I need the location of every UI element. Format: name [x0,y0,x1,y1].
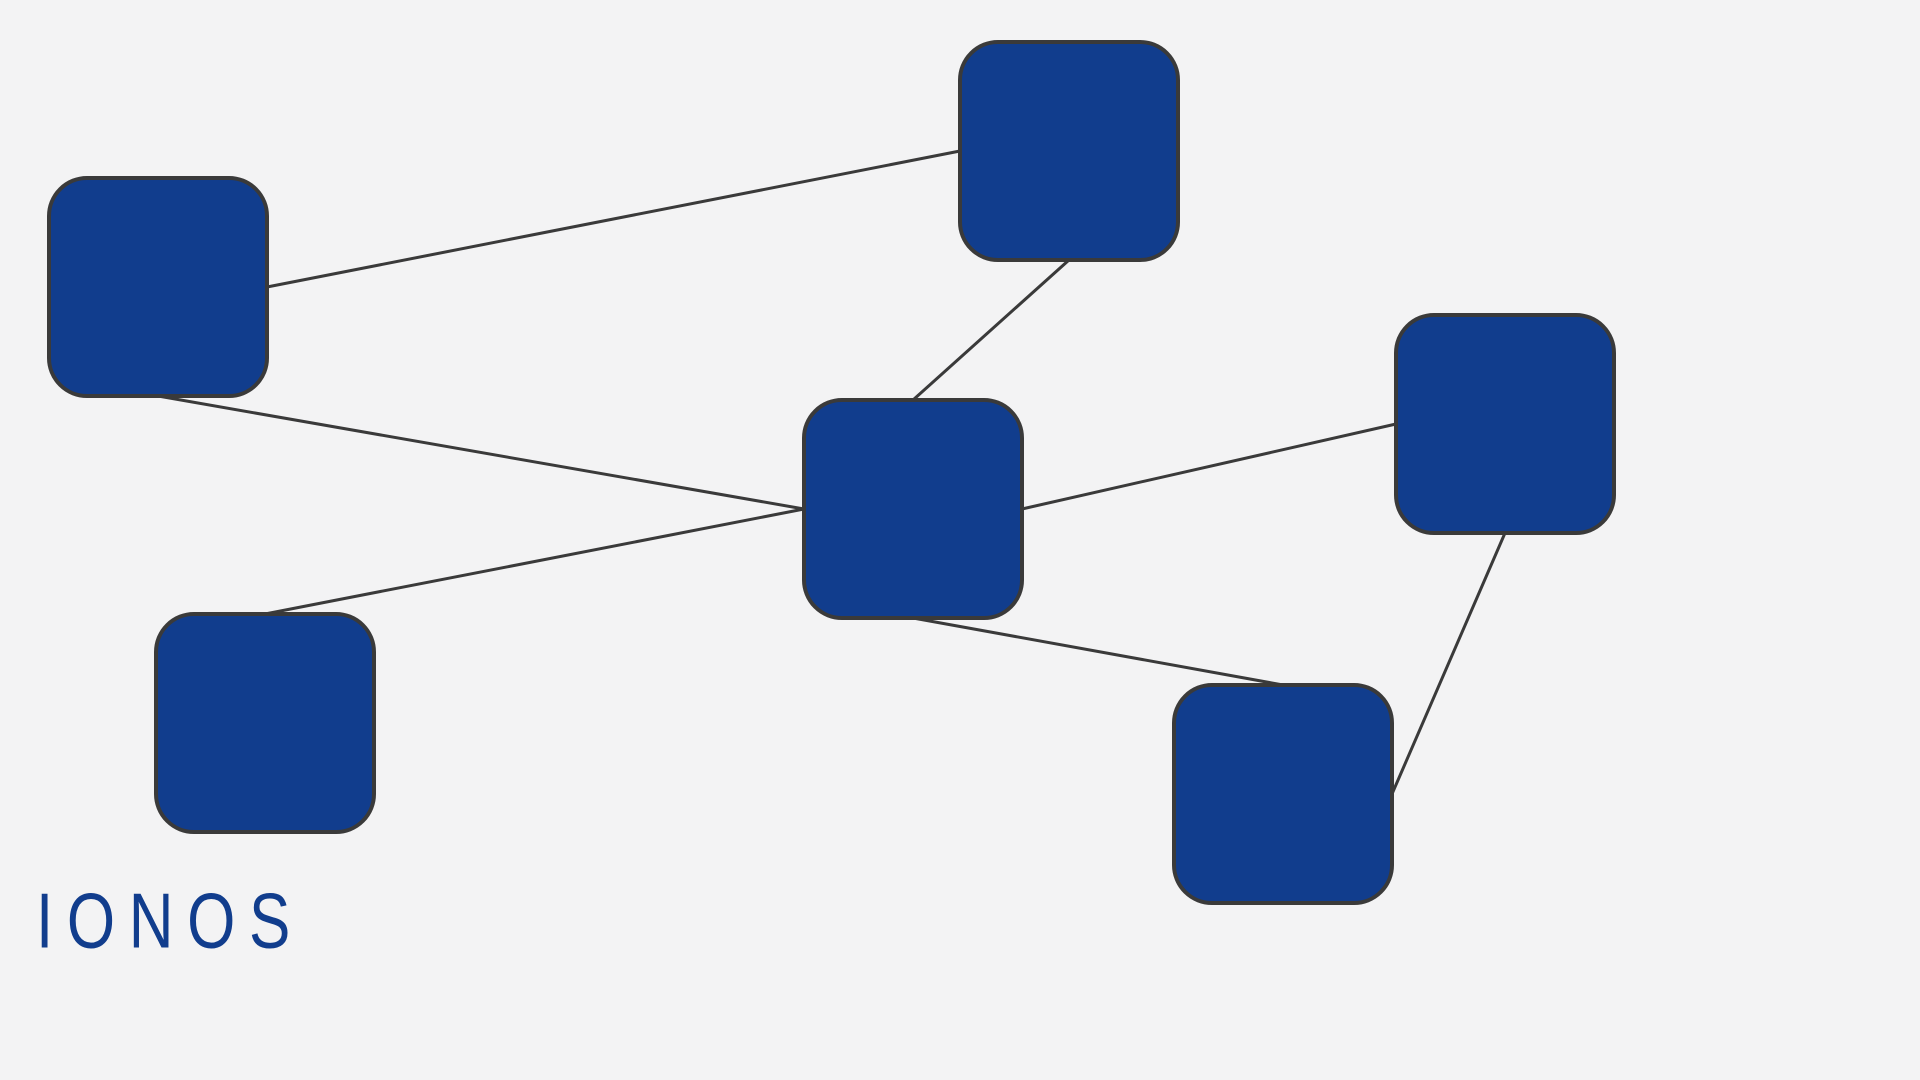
node-bottom-left [156,614,374,832]
node-top [960,42,1178,260]
node-bottom-right [1174,685,1392,903]
node-top-left [49,178,267,396]
node-center [804,400,1022,618]
node-right [1396,315,1614,533]
brand-logo-text: IONOS [36,877,304,966]
